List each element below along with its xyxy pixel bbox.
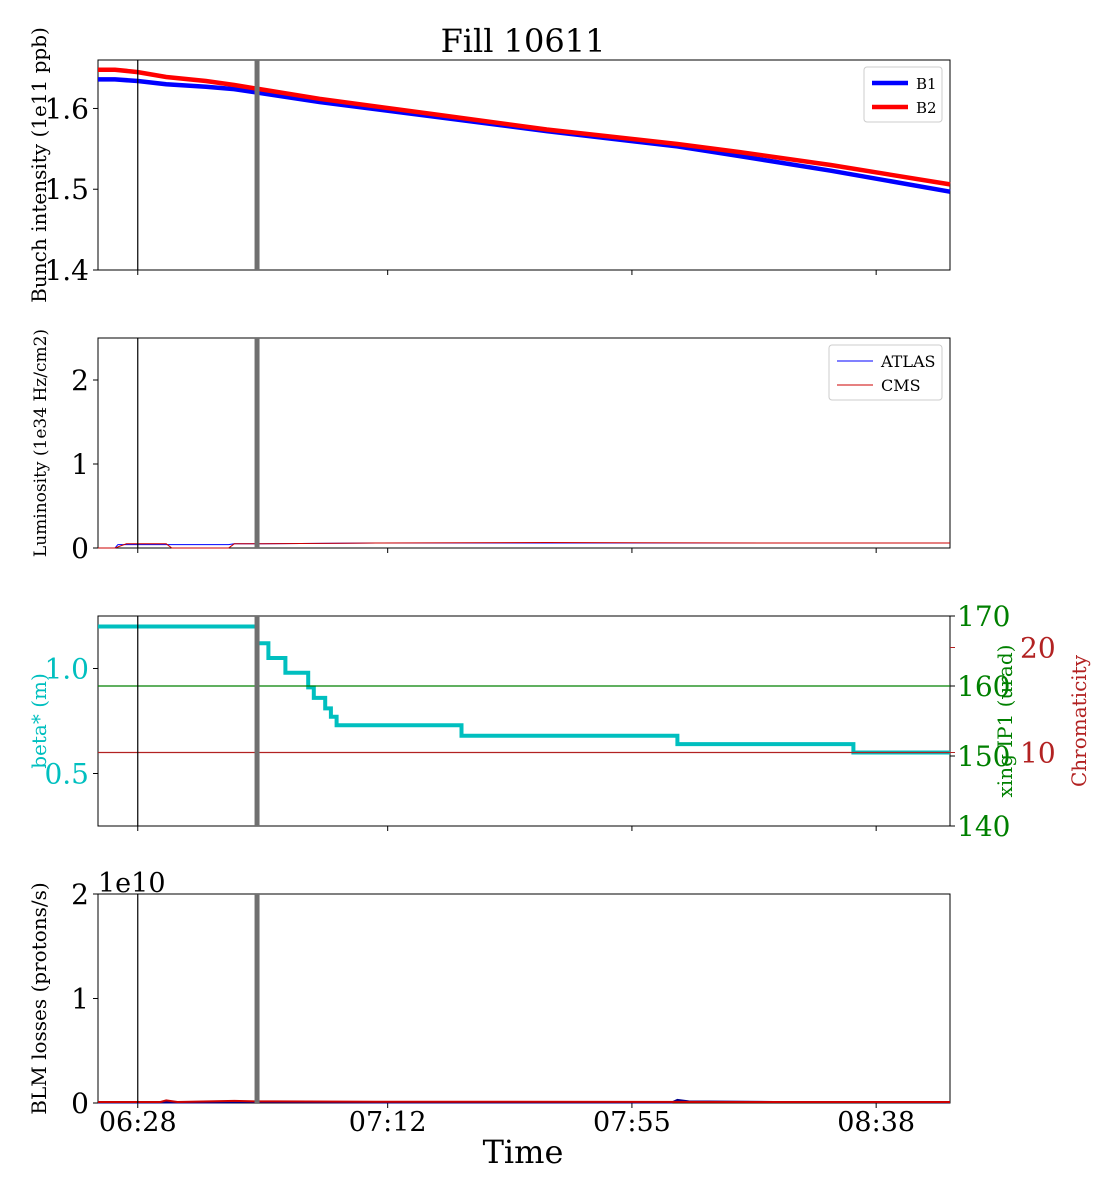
series-line-b1 [98,77,951,194]
x-tick-label: 08:38 [837,1107,915,1138]
y2-tick-label: 160 [957,670,1010,703]
y-tick-label: 2 [71,878,89,911]
legend-label: ATLAS [880,352,936,371]
y2-tick-label: 150 [957,740,1010,773]
figure-title: Fill 10611 [441,22,606,60]
legend-label: B1 [916,75,937,93]
y-tick-label: 1 [71,983,89,1016]
series-line-beta- [98,624,950,755]
plot-frame [97,59,951,271]
series-line-b2 [98,1099,950,1104]
panel-luminosity: 0 1 2 Luminosity (1e34 Hz/cm2) ATLAS CMS [31,329,951,565]
y-tick-label: 1.6 [44,92,89,125]
y3-tick-label: 10 [1020,737,1056,770]
y-offset-label: 1e10 [98,868,166,899]
y-tick-label: 0 [71,1087,89,1120]
legend-box [828,344,943,401]
plot-frame [97,893,951,1104]
y-tick-label: 1.5 [44,173,89,206]
y-tick-label: 2 [71,364,89,397]
x-axis-label: Time [483,1133,564,1171]
x-tick-label: 07:12 [349,1107,427,1138]
y-tick-label: 0.5 [44,758,89,791]
y-tick-label: 1.4 [44,254,89,287]
series-line-atlas [98,542,950,549]
y3-tick-label: 20 [1020,632,1056,665]
plot-frame [97,337,951,549]
y-axis-label: BLM losses (protons/s) [27,882,51,1114]
y-axis-label: beta* (m) [27,673,51,769]
y-tick-label: 1 [71,448,89,481]
legend: ATLAS CMS [828,344,943,401]
y-tick-label: 0 [71,532,89,565]
y-axis-label: Bunch intensity (1e11 ppb) [27,27,51,303]
series-line-cms [98,541,950,549]
y2-tick-label: 170 [957,600,1010,633]
x-tick-label: 06:28 [99,1107,177,1138]
y-axis-label: Luminosity (1e34 Hz/cm2) [31,329,51,557]
x-tick-label: 07:55 [593,1107,671,1138]
y3-axis-label: Chromaticity [1067,654,1091,787]
y2-axis-label: xing IP1 (urad) [993,645,1017,798]
panel-losses: 0 1 2 BLM losses (protons/s) 06:28 07:12 07:55… [27,868,951,1138]
y-tick-label: 1.0 [44,653,89,686]
legend-label: B2 [916,99,937,117]
plot-frame [97,615,951,827]
y2-tick-label: 140 [957,810,1010,843]
legend-label: CMS [881,376,921,395]
